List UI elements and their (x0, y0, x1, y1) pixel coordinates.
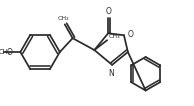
Text: O: O (105, 6, 111, 15)
Text: CH₃: CH₃ (108, 34, 120, 39)
Text: O: O (7, 47, 12, 56)
Text: N: N (108, 69, 114, 78)
Text: CH₂: CH₂ (58, 16, 70, 21)
Text: O: O (128, 30, 134, 39)
Text: CH₃: CH₃ (0, 49, 11, 55)
